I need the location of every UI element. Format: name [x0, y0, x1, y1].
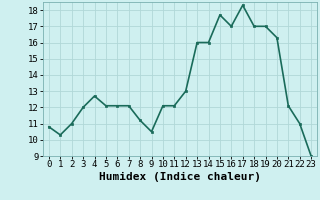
X-axis label: Humidex (Indice chaleur): Humidex (Indice chaleur): [99, 172, 261, 182]
